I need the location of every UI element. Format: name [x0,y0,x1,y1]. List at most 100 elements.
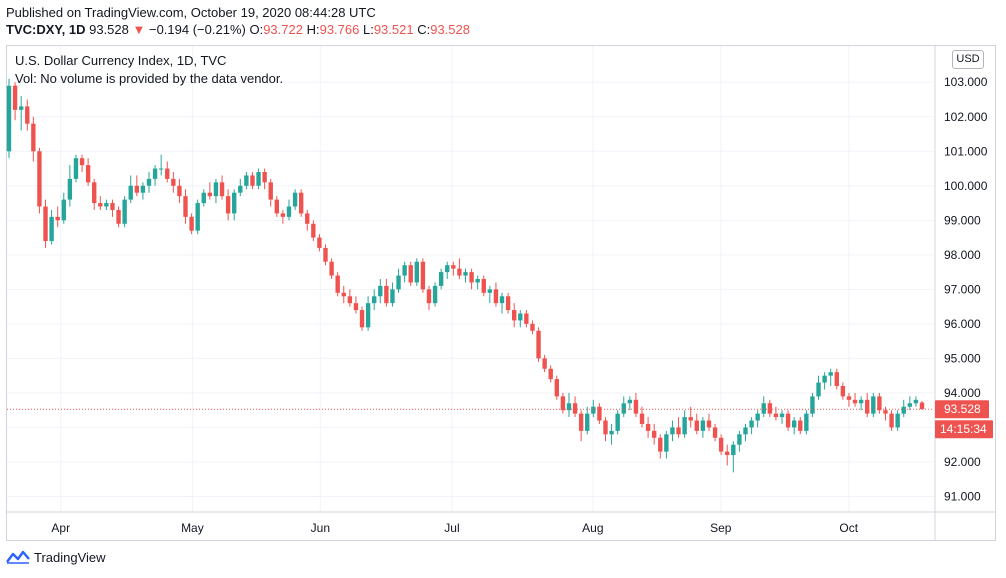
candle-body[interactable] [25,106,30,124]
candle-body[interactable] [292,192,298,207]
candle-body[interactable] [487,289,493,293]
candle-body[interactable] [390,289,395,304]
candle-body[interactable] [621,403,626,414]
candle-body[interactable] [597,406,602,421]
candle-body[interactable] [201,192,206,204]
candle-body[interactable] [359,310,365,328]
candle-body[interactable] [469,272,474,283]
candle-body[interactable] [536,330,541,359]
candle-body[interactable] [718,437,724,452]
candle-body[interactable] [213,182,219,197]
candle-body[interactable] [238,185,243,193]
candle-body[interactable] [134,185,140,193]
candle-body[interactable] [865,399,870,414]
candle-body[interactable] [195,203,200,231]
candle-body[interactable] [110,203,115,210]
candle-body[interactable] [658,437,663,452]
candle-body[interactable] [871,396,876,414]
candle-body[interactable] [18,106,24,110]
candle-body[interactable] [505,296,511,311]
candle-body[interactable] [499,296,505,304]
candle-body[interactable] [804,413,809,431]
candle-body[interactable] [907,403,913,407]
candle-body[interactable] [889,413,894,428]
candle-body[interactable] [651,430,657,438]
candle-body[interactable] [305,213,310,224]
candle-body[interactable] [152,168,158,179]
candle-body[interactable] [353,303,359,311]
candle-body[interactable] [31,123,36,152]
candle-body[interactable] [542,358,547,369]
candle-body[interactable] [919,402,925,410]
candle-body[interactable] [694,420,699,431]
candle-body[interactable] [189,216,194,231]
candle-body[interactable] [225,196,231,214]
candle-body[interactable] [791,420,797,428]
candle-body[interactable] [785,413,791,428]
candle-body[interactable] [615,413,620,431]
candle-body[interactable] [834,372,839,387]
candle-body[interactable] [451,265,456,269]
candle-body[interactable] [737,434,742,445]
candle-body[interactable] [712,427,718,438]
candle-body[interactable] [578,413,584,431]
candle-body[interactable] [98,203,103,207]
candle-body[interactable] [43,206,48,242]
candle-body[interactable] [317,237,322,248]
symbol-label[interactable]: TVC:DXY, 1D [6,22,86,37]
candle-body[interactable] [286,206,292,217]
candle-body[interactable] [645,423,651,431]
candle-body[interactable] [61,199,66,221]
candle-body[interactable] [755,413,760,421]
candle-body[interactable] [6,85,12,152]
candle-body[interactable] [530,323,535,331]
candle-body[interactable] [128,185,133,200]
candle-body[interactable] [463,272,468,276]
candle-body[interactable] [177,185,182,197]
candle-body[interactable] [664,434,669,452]
candle-body[interactable] [165,168,170,179]
candle-body[interactable] [49,216,54,242]
candle-body[interactable] [347,296,353,304]
candle-body[interactable] [116,209,121,224]
currency-button[interactable]: USD [952,50,984,69]
candle-body[interactable] [731,444,736,456]
candle-body[interactable] [858,399,864,404]
candle-body[interactable] [457,268,462,276]
candle-body[interactable] [639,413,645,424]
candle-body[interactable] [810,396,815,414]
candle-body[interactable] [676,427,681,435]
candle-body[interactable] [262,171,267,183]
candle-body[interactable] [232,192,237,214]
candle-body[interactable] [548,368,553,380]
candle-body[interactable] [256,171,261,186]
candle-body[interactable] [372,296,377,304]
candle-body[interactable] [311,223,316,238]
candle-body[interactable] [822,375,827,383]
candle-body[interactable] [73,158,79,179]
candle-body[interactable] [798,420,803,431]
candle-body[interactable] [852,399,858,404]
candle-body[interactable] [816,382,821,397]
candle-body[interactable] [481,279,486,293]
candle-body[interactable] [280,213,286,217]
candle-body[interactable] [426,289,432,304]
candle-body[interactable] [244,175,249,186]
candle-body[interactable] [524,313,529,324]
candle-body[interactable] [365,303,371,328]
candle-body[interactable] [566,403,572,411]
candle-body[interactable] [384,285,389,304]
candle-body[interactable] [846,396,852,400]
candle-body[interactable] [55,216,60,221]
candle-body[interactable] [828,372,833,376]
candle-body[interactable] [688,417,693,421]
candle-body[interactable] [250,175,255,186]
candle-body[interactable] [445,265,450,273]
candle-body[interactable] [12,85,18,110]
candle-body[interactable] [609,430,614,435]
candle-body[interactable] [591,406,596,414]
candle-body[interactable] [585,413,590,431]
candle-body[interactable] [883,410,888,414]
candle-body[interactable] [493,289,499,304]
